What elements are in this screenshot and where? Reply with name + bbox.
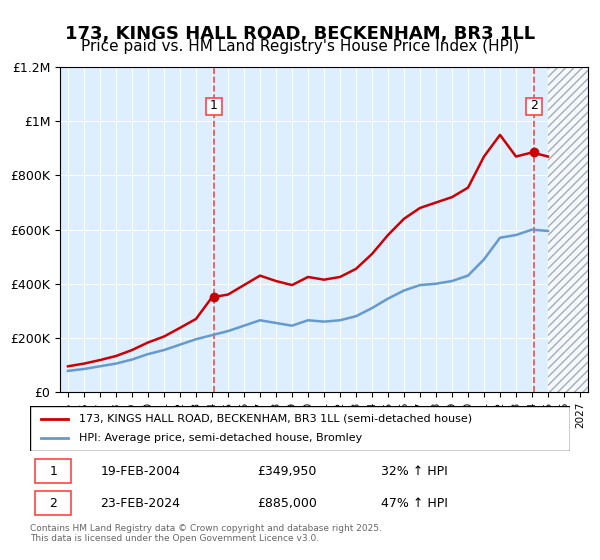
- Text: 173, KINGS HALL ROAD, BECKENHAM, BR3 1LL: 173, KINGS HALL ROAD, BECKENHAM, BR3 1LL: [65, 25, 535, 43]
- Text: 2: 2: [49, 497, 57, 510]
- FancyBboxPatch shape: [30, 406, 570, 451]
- Text: 47% ↑ HPI: 47% ↑ HPI: [381, 497, 448, 510]
- Text: Contains HM Land Registry data © Crown copyright and database right 2025.
This d: Contains HM Land Registry data © Crown c…: [30, 524, 382, 543]
- FancyBboxPatch shape: [206, 99, 222, 115]
- Text: £885,000: £885,000: [257, 497, 317, 510]
- Text: 32% ↑ HPI: 32% ↑ HPI: [381, 465, 448, 478]
- Text: 1: 1: [210, 99, 218, 111]
- Text: 19-FEB-2004: 19-FEB-2004: [100, 465, 181, 478]
- Text: 2: 2: [530, 99, 538, 111]
- Text: 1: 1: [49, 465, 57, 478]
- Text: HPI: Average price, semi-detached house, Bromley: HPI: Average price, semi-detached house,…: [79, 433, 362, 444]
- FancyBboxPatch shape: [35, 459, 71, 483]
- Text: £349,950: £349,950: [257, 465, 316, 478]
- Text: Price paid vs. HM Land Registry's House Price Index (HPI): Price paid vs. HM Land Registry's House …: [81, 39, 519, 54]
- Text: 173, KINGS HALL ROAD, BECKENHAM, BR3 1LL (semi-detached house): 173, KINGS HALL ROAD, BECKENHAM, BR3 1LL…: [79, 413, 472, 423]
- FancyBboxPatch shape: [526, 99, 542, 115]
- Text: 23-FEB-2024: 23-FEB-2024: [100, 497, 180, 510]
- Bar: [548, 67, 588, 392]
- FancyBboxPatch shape: [35, 491, 71, 515]
- Bar: [548, 67, 588, 392]
